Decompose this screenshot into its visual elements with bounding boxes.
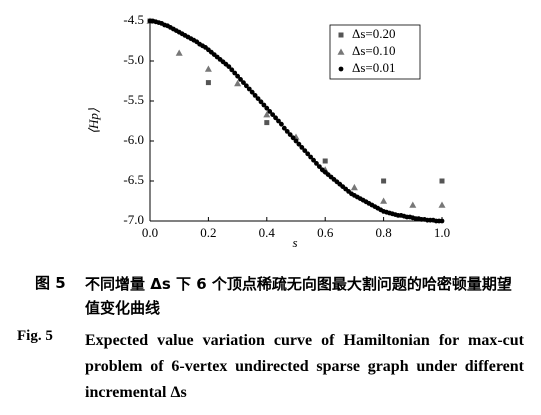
y-axis-label: ⟨Hp⟩ (86, 108, 101, 134)
legend-marker (337, 48, 345, 55)
legend-label: Δs=0.01 (352, 60, 396, 75)
caption-label: 图 5 (35, 274, 66, 292)
point (302, 148, 308, 154)
y-tick-label: -6.0 (123, 132, 144, 147)
point (226, 64, 232, 69)
point (409, 201, 417, 208)
point (438, 201, 446, 208)
point (246, 86, 252, 92)
point (238, 77, 243, 82)
point (263, 111, 271, 118)
point (279, 121, 284, 127)
point (381, 178, 387, 184)
legend-label: Δs=0.10 (352, 43, 396, 58)
point (311, 157, 316, 163)
y-tick-label: -7.0 (123, 212, 144, 227)
point (249, 89, 255, 95)
point (316, 164, 322, 170)
chart: s ⟨Hp⟩ -4.5 -5.0 -5.5 -6.0 -6.5 -7.00.0 0.2 0.4… (86, 12, 450, 250)
point (229, 67, 235, 73)
x-tick-label: 0.6 (317, 225, 334, 240)
point (264, 120, 270, 126)
point (267, 109, 273, 114)
point (308, 154, 313, 160)
x-tick-label: 1.0 (434, 225, 450, 240)
point (314, 161, 319, 166)
point (322, 158, 328, 164)
point (273, 115, 278, 121)
point (232, 70, 238, 76)
point (281, 125, 287, 131)
point (350, 183, 358, 191)
point (255, 96, 261, 101)
legend-box (329, 24, 421, 80)
caption-label: Fig. 5 (17, 328, 53, 344)
caption-text: 不同增量 Δs 下 6 个顶点稀疏无向图最大割问题的哈密顿量期望值变化曲线 (85, 275, 512, 317)
point (270, 112, 276, 117)
point (305, 151, 311, 157)
y-tick-label: -5.0 (123, 52, 144, 67)
point (293, 138, 299, 144)
x-tick-label: 0.4 (259, 225, 276, 240)
point (290, 135, 296, 141)
point (284, 129, 290, 134)
y-tick-label: -5.5 (123, 92, 144, 107)
point (204, 65, 212, 72)
y-tick-label: -4.5 (123, 12, 144, 27)
point (241, 80, 246, 85)
point (299, 145, 305, 150)
legend-marker (338, 32, 344, 38)
point (205, 80, 211, 86)
point (252, 93, 258, 98)
point (175, 49, 183, 56)
caption-text: Expected value variation curve of Hamilt… (85, 332, 524, 401)
point (234, 79, 242, 87)
x-tick-label: 0.0 (142, 225, 158, 240)
x-tick-label: 0.8 (375, 225, 391, 240)
point (258, 99, 264, 105)
point (287, 132, 293, 138)
point (296, 141, 302, 147)
legend-label: Δs=0.20 (352, 26, 396, 41)
point (439, 178, 445, 184)
point (276, 118, 281, 124)
x-axis-label: s (292, 235, 297, 250)
point (235, 73, 241, 79)
point (380, 197, 388, 204)
point (264, 105, 270, 111)
legend-marker (338, 66, 344, 72)
x-tick-label: 0.2 (200, 225, 216, 240)
point (261, 102, 267, 108)
point (439, 218, 445, 224)
y-tick-label: -6.5 (123, 172, 144, 187)
point (243, 83, 249, 89)
